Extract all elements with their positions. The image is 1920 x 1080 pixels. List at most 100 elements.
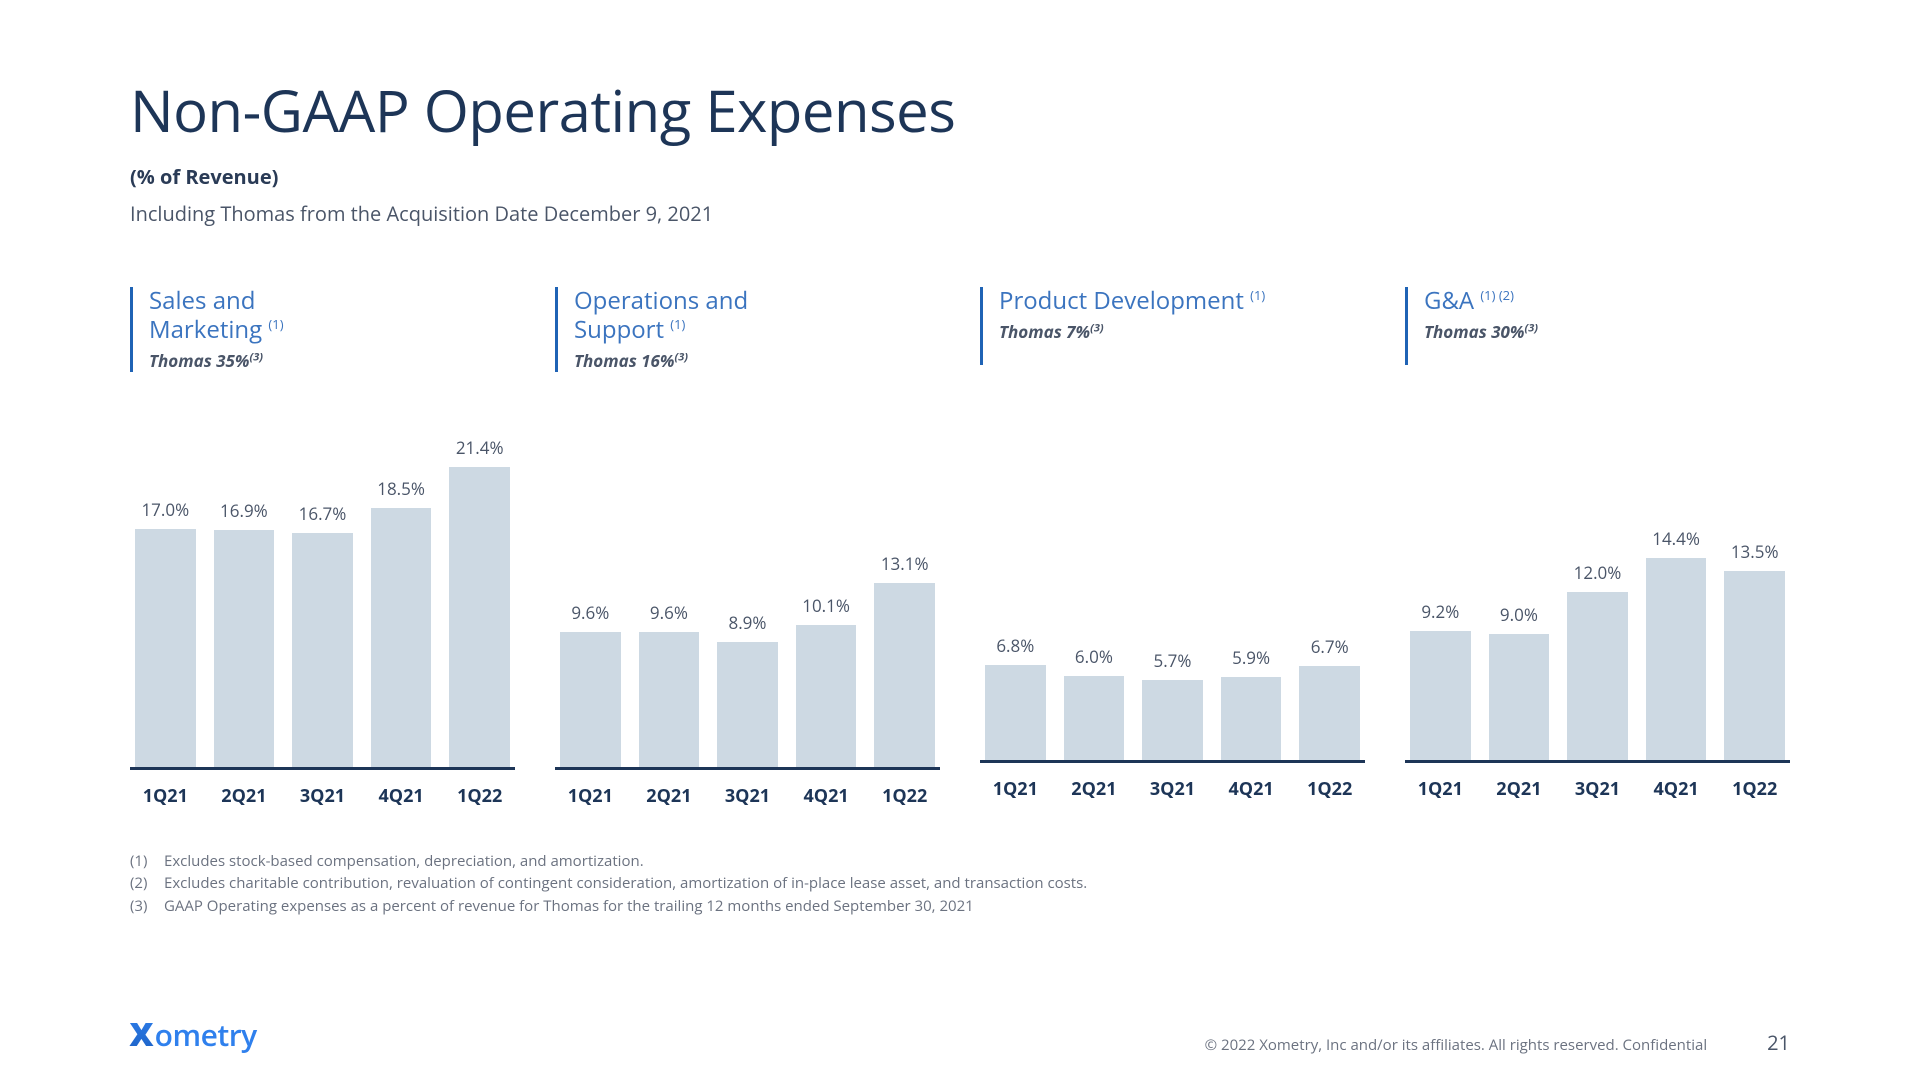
chart-thomas-label: Thomas 30%(3) xyxy=(1424,320,1790,343)
bar-wrap: 10.1% xyxy=(791,400,862,767)
x-tick: 2Q21 xyxy=(209,784,280,808)
bar xyxy=(371,508,432,767)
logo-x-icon: X xyxy=(129,1013,153,1056)
chart-title: Product Development (1) xyxy=(999,287,1365,316)
bar xyxy=(874,583,935,767)
footnotes: (1)Excludes stock-based compensation, de… xyxy=(130,850,1790,918)
bar xyxy=(1567,592,1628,760)
x-tick: 4Q21 xyxy=(366,784,437,808)
bar xyxy=(449,467,510,767)
bar xyxy=(560,632,621,767)
chart-panel: Product Development (1) Thomas 7%(3) 6.8% 6… xyxy=(980,287,1365,808)
x-tick: 1Q22 xyxy=(1294,777,1365,801)
x-tick: 1Q22 xyxy=(1719,777,1790,801)
x-tick: 1Q21 xyxy=(555,784,626,808)
bar-wrap: 9.6% xyxy=(634,400,705,767)
bar-wrap: 9.0% xyxy=(1484,393,1555,760)
bar-value-label: 8.9% xyxy=(712,611,783,634)
x-tick: 2Q21 xyxy=(1059,777,1130,801)
x-tick: 1Q21 xyxy=(130,784,201,808)
x-tick: 1Q21 xyxy=(980,777,1051,801)
bar xyxy=(1221,677,1282,760)
bar-value-label: 16.7% xyxy=(287,502,358,525)
bar xyxy=(1724,571,1785,760)
bar-value-label: 14.4% xyxy=(1641,527,1712,550)
chart-panel: Operations andSupport (1)Thomas 16%(3) 9.… xyxy=(555,287,940,808)
bar-wrap: 6.8% xyxy=(980,393,1051,760)
chart-plot: 6.8%6.0%5.7%5.9%6.7% xyxy=(980,393,1365,763)
chart-title: Sales andMarketing (1) xyxy=(149,287,515,345)
bar xyxy=(1299,666,1360,760)
x-tick: 3Q21 xyxy=(287,784,358,808)
bar-wrap: 9.6% xyxy=(555,400,626,767)
chart-header: Operations andSupport (1)Thomas 16%(3) xyxy=(555,287,940,372)
copyright-text: © 2022 Xometry, Inc and/or its affiliate… xyxy=(1205,1035,1707,1055)
x-tick: 1Q21 xyxy=(1405,777,1476,801)
x-tick: 4Q21 xyxy=(1216,777,1287,801)
chart-thomas-label: Thomas 7%(3) xyxy=(999,320,1365,343)
bar-value-label: 13.5% xyxy=(1719,540,1790,563)
chart-thomas-label: Thomas 16%(3) xyxy=(574,349,940,372)
bar-value-label: 6.8% xyxy=(980,634,1051,657)
footnote-line: (2)Excludes charitable contribution, rev… xyxy=(130,872,1790,895)
copyright-block: © 2022 Xometry, Inc and/or its affiliate… xyxy=(1205,1029,1790,1056)
x-tick: 2Q21 xyxy=(1484,777,1555,801)
bar-value-label: 16.9% xyxy=(209,499,280,522)
chart-title: G&A (1) (2) xyxy=(1424,287,1790,316)
bar xyxy=(1142,680,1203,760)
bar-value-label: 6.7% xyxy=(1294,635,1365,658)
bar-value-label: 18.5% xyxy=(366,477,437,500)
bar-value-label: 9.6% xyxy=(555,601,626,624)
bar-wrap: 18.5% xyxy=(366,400,437,767)
subtitle-plain: Including Thomas from the Acquisition Da… xyxy=(130,200,1790,227)
bar-wrap: 16.7% xyxy=(287,400,358,767)
bar-wrap: 13.1% xyxy=(869,400,940,767)
chart-plot: 9.2% 9.0% 12.0% 14.4% 13.5% xyxy=(1405,393,1790,763)
chart-header: Sales andMarketing (1) Thomas 35%(3) xyxy=(130,287,515,372)
bar xyxy=(796,625,857,767)
chart-plot: 17.0% 16.9% 16.7% 18.5% 21.4% xyxy=(130,400,515,770)
x-tick: 4Q21 xyxy=(791,784,862,808)
bar-value-label: 12.0% xyxy=(1562,561,1633,584)
bar-wrap: 21.4% xyxy=(444,400,515,767)
bar xyxy=(214,530,275,767)
page-title: Non-GAAP Operating Expenses xyxy=(130,70,1790,149)
page-number: 21 xyxy=(1767,1029,1790,1056)
x-axis: 1Q212Q213Q214Q211Q22 xyxy=(980,777,1365,801)
chart-panel: G&A (1) (2) Thomas 30%(3) 9.2% 9.0% 12.0% 14.… xyxy=(1405,287,1790,808)
bar-wrap: 8.9% xyxy=(712,400,783,767)
bar-value-label: 17.0% xyxy=(130,498,201,521)
footnote-line: (3)GAAP Operating expenses as a percent … xyxy=(130,895,1790,918)
bar-value-label: 9.2% xyxy=(1405,600,1476,623)
bar-wrap: 6.7% xyxy=(1294,393,1365,760)
bar xyxy=(639,632,700,767)
bar-wrap: 6.0% xyxy=(1059,393,1130,760)
logo-text: ometry xyxy=(155,1014,257,1055)
x-tick: 4Q21 xyxy=(1641,777,1712,801)
chart-header: G&A (1) (2) Thomas 30%(3) xyxy=(1405,287,1790,365)
x-tick: 3Q21 xyxy=(1562,777,1633,801)
x-tick: 2Q21 xyxy=(634,784,705,808)
bar-wrap: 9.2% xyxy=(1405,393,1476,760)
charts-row: Sales andMarketing (1) Thomas 35%(3) 17.0%… xyxy=(130,287,1790,808)
bar-value-label: 9.6% xyxy=(634,601,705,624)
bar-value-label: 10.1% xyxy=(791,594,862,617)
chart-panel: Sales andMarketing (1) Thomas 35%(3) 17.0%… xyxy=(130,287,515,808)
logo: Xometry xyxy=(130,1013,257,1056)
bar-wrap: 16.9% xyxy=(209,400,280,767)
bar-wrap: 14.4% xyxy=(1641,393,1712,760)
bar xyxy=(1489,634,1550,760)
x-axis: 1Q212Q213Q214Q211Q22 xyxy=(555,784,940,808)
x-axis: 1Q21 2Q21 3Q21 4Q21 1Q22 xyxy=(1405,777,1790,801)
chart-plot: 9.6% 9.6% 8.9% 10.1% 13.1% xyxy=(555,400,940,770)
bar-value-label: 6.0% xyxy=(1059,645,1130,668)
bar xyxy=(1646,558,1707,760)
bar xyxy=(135,529,196,767)
bar-wrap: 17.0% xyxy=(130,400,201,767)
bar-value-label: 13.1% xyxy=(869,552,940,575)
chart-thomas-label: Thomas 35%(3) xyxy=(149,349,515,372)
x-tick: 3Q21 xyxy=(712,784,783,808)
subtitle-bold: (% of Revenue) xyxy=(130,163,1790,190)
bar xyxy=(1410,631,1471,760)
x-tick: 1Q22 xyxy=(444,784,515,808)
